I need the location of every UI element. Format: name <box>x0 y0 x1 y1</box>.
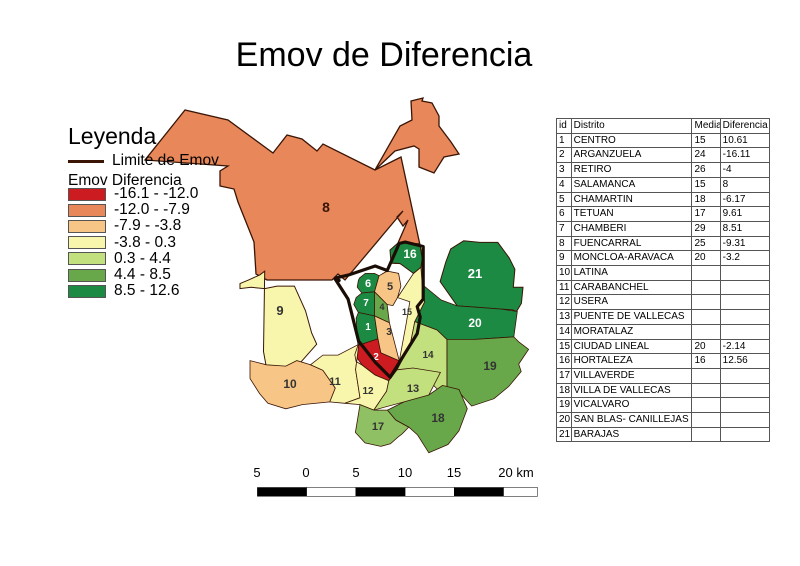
svg-text:10: 10 <box>283 377 297 391</box>
svg-text:7: 7 <box>363 298 369 309</box>
svg-text:6: 6 <box>365 278 371 290</box>
svg-text:5: 5 <box>352 465 359 480</box>
svg-text:8: 8 <box>322 199 330 215</box>
svg-text:0: 0 <box>302 465 309 480</box>
svg-text:10: 10 <box>398 465 412 480</box>
svg-text:21: 21 <box>468 266 482 281</box>
svg-text:14: 14 <box>422 350 434 361</box>
svg-text:11: 11 <box>329 376 341 388</box>
svg-text:4: 4 <box>379 302 384 312</box>
svg-text:12: 12 <box>362 386 374 397</box>
svg-text:5: 5 <box>387 281 393 293</box>
svg-text:19: 19 <box>483 359 497 373</box>
svg-text:1: 1 <box>365 322 371 333</box>
svg-text:5: 5 <box>253 465 260 480</box>
svg-text:3: 3 <box>386 327 392 338</box>
svg-text:18: 18 <box>431 411 445 425</box>
svg-text:9: 9 <box>276 303 283 318</box>
svg-text:16: 16 <box>403 247 417 261</box>
svg-text:15: 15 <box>402 307 412 317</box>
svg-text:13: 13 <box>407 383 419 395</box>
svg-text:20: 20 <box>468 316 482 330</box>
svg-text:15: 15 <box>447 465 461 480</box>
svg-text:17: 17 <box>372 421 384 433</box>
svg-text:20 km: 20 km <box>498 465 533 480</box>
